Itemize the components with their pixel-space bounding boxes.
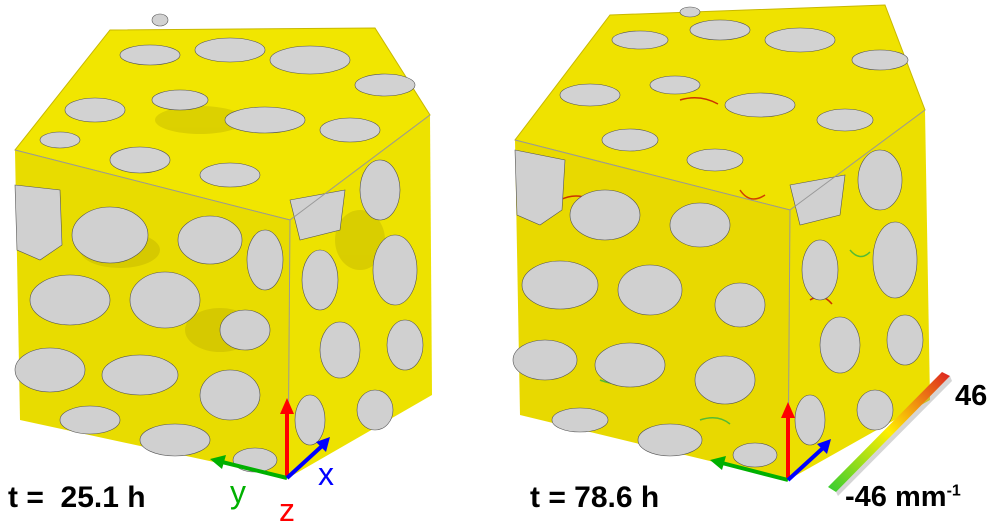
panel-left: t = 25.1 h y x z (0, 0, 470, 528)
colorbar-max-label: 46 (955, 380, 988, 412)
colorbar (828, 372, 952, 496)
axis-label-z: z (279, 492, 295, 528)
axis-label-y: y (230, 474, 246, 510)
time-label-left: t = 25.1 h (8, 481, 146, 514)
axis-triad-left (210, 398, 330, 480)
colorbar-min-label: -46 mm-1 (845, 481, 961, 513)
microstructure-render-left (14, 13, 432, 480)
axis-label-x: x (318, 456, 334, 492)
microstructure-render-right (512, 4, 952, 496)
panel-right: t = 78.6 h 46 -46 mm-1 (500, 0, 995, 528)
axis-triad-right (710, 402, 831, 482)
time-label-right: t = 78.6 h (530, 481, 660, 514)
